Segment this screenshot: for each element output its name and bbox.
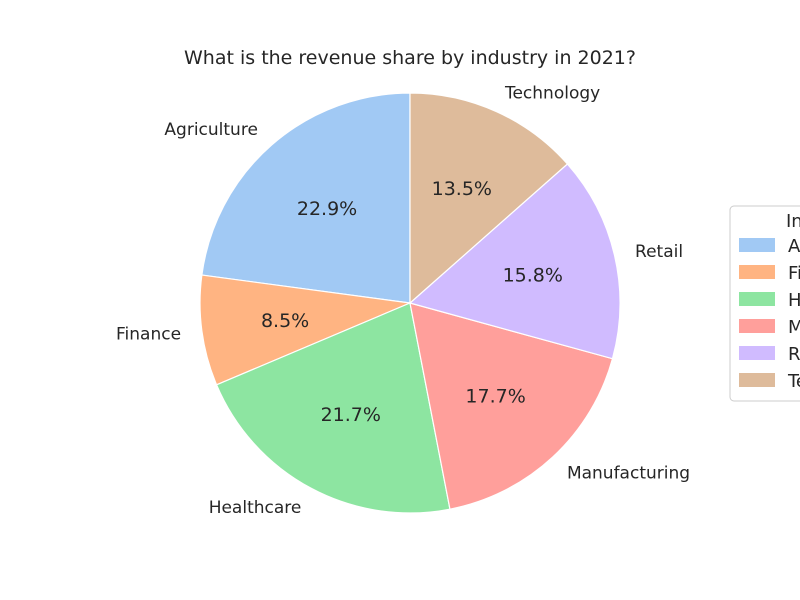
pie-slice-healthcare [215, 302, 451, 514]
slice-value-retail: 15.8% [503, 265, 563, 287]
pie-slice-manufacturing [409, 302, 614, 510]
legend-label-technology: Technology [787, 371, 800, 392]
pie-slices [199, 92, 621, 514]
slice-value-finance: 8.5% [261, 310, 309, 332]
slice-label-healthcare: Healthcare [209, 498, 302, 518]
slice-value-manufacturing: 17.7% [465, 385, 525, 407]
legend-label-retail: Retail [788, 344, 800, 365]
legend-swatch-finance [739, 265, 775, 279]
legend-swatch-manufacturing [739, 319, 775, 333]
slice-label-manufacturing: Manufacturing [567, 463, 690, 483]
legend: Industry Agriculture Finance Healthcare Man… [729, 205, 800, 402]
legend-swatch-technology [739, 373, 775, 387]
pie-slice-finance [199, 274, 413, 386]
legend-title: Industry [786, 211, 800, 232]
legend-swatch-healthcare [739, 292, 775, 306]
legend-label-finance: Finance [788, 263, 800, 284]
chart-title: What is the revenue share by industry in… [184, 47, 636, 69]
pie-slice-technology [409, 92, 569, 305]
legend-items: Agriculture Finance Healthcare Manufacturin… [739, 236, 800, 392]
legend-label-manufacturing: Manufacturing [788, 317, 800, 338]
slice-value-technology: 13.5% [432, 178, 492, 200]
legend-label-agriculture: Agriculture [788, 236, 800, 257]
slice-value-healthcare: 21.7% [321, 404, 381, 426]
legend-label-healthcare: Healthcare [788, 290, 800, 311]
legend-swatch-agriculture [739, 238, 775, 252]
slice-label-retail: Retail [635, 242, 683, 262]
slice-label-technology: Technology [504, 83, 600, 103]
slice-label-agriculture: Agriculture [164, 120, 258, 140]
slice-value-agriculture: 22.9% [297, 198, 357, 220]
slice-label-finance: Finance [116, 325, 181, 345]
legend-swatch-retail [739, 346, 775, 360]
pie-slice-retail [408, 163, 621, 360]
pie-slice-agriculture [201, 92, 411, 304]
slice-labels: Agriculture 22.9% Finance 8.5% Healthcare 21.… [116, 83, 690, 517]
